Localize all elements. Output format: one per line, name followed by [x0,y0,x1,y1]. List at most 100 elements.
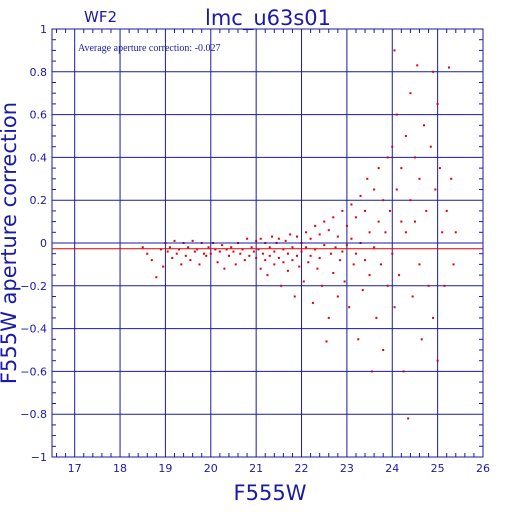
data-point [193,250,196,253]
x-tick-label: 18 [113,462,127,475]
data-point [189,259,192,262]
data-point [187,246,190,249]
data-point [216,261,219,264]
data-point [341,209,344,212]
data-point [361,289,364,292]
data-point [377,167,380,170]
data-point [350,203,353,206]
data-point [400,220,403,223]
data-point [282,261,285,264]
data-point [207,246,210,249]
data-point [221,244,224,247]
y-tick-label: 0.6 [30,109,48,122]
data-point [393,49,396,52]
y-tick-label: −0.4 [20,323,47,336]
y-tick-label: 0.4 [30,151,48,164]
data-point [377,220,380,223]
data-point [438,167,441,170]
data-point [191,239,194,242]
x-tick-label: 19 [158,462,172,475]
data-point [241,248,244,251]
plot-frame [51,28,484,458]
data-point [327,229,330,232]
data-point [407,417,410,420]
data-point [141,246,144,249]
data-point [373,188,376,191]
data-point [413,156,416,159]
data-point [173,239,176,242]
y-tick-label: −1 [31,451,47,464]
x-tick-label: 24 [385,462,399,475]
data-point [155,276,158,279]
data-point [345,224,348,227]
data-point [354,216,357,219]
data-point [339,259,342,262]
data-point [280,284,283,287]
data-point [327,316,330,319]
data-point [395,188,398,191]
data-point [429,145,432,148]
data-point [171,256,174,259]
data-point [214,248,217,251]
y-tick-label: 0.8 [30,66,48,79]
data-point [386,284,389,287]
data-point [268,254,271,257]
data-point [434,188,437,191]
data-point [268,246,271,249]
data-point [202,252,205,255]
data-point [318,256,321,259]
data-point [332,271,335,274]
data-point [205,254,208,257]
data-point [314,248,317,251]
y-tick-label: −0.2 [20,280,47,293]
data-point [393,306,396,309]
data-point [373,246,376,249]
data-point [404,231,407,234]
data-point [162,265,165,268]
data-point [348,306,351,309]
data-point [352,263,355,266]
data-point [198,263,201,266]
data-point [441,231,444,234]
data-point [400,167,403,170]
data-point [196,248,199,251]
data-point [309,237,312,240]
data-point [336,235,339,238]
data-point [395,113,398,116]
data-point [450,177,453,180]
data-point [323,244,326,247]
data-point [402,370,405,373]
data-point [343,280,346,283]
average-annotation: Average aperture correction: -0.027 [78,43,221,54]
x-tick-label: 23 [340,462,354,475]
data-point [314,224,317,227]
data-point [452,263,455,266]
y-tick-label: 0.2 [30,194,48,207]
data-point [336,295,339,298]
data-point [293,295,296,298]
data-point [295,235,298,238]
data-point [404,135,407,137]
data-point [418,263,421,266]
x-tick-label: 17 [68,462,82,475]
data-point [386,156,389,159]
data-point [384,231,387,234]
data-point [432,316,435,319]
data-point [225,248,228,251]
data-point [255,256,258,259]
data-point [259,237,262,240]
data-point [375,316,378,319]
data-point [291,246,294,249]
data-point [159,248,162,251]
x-tick-label: 21 [249,462,263,475]
data-point [223,267,226,270]
data-point [316,267,319,270]
x-axis-title: F555W [234,481,307,505]
data-point [243,259,246,262]
x-tick-label: 22 [295,462,309,475]
y-tick-label: 1 [40,23,47,36]
data-point [427,284,430,287]
data-point [255,239,258,242]
data-point [341,250,344,253]
